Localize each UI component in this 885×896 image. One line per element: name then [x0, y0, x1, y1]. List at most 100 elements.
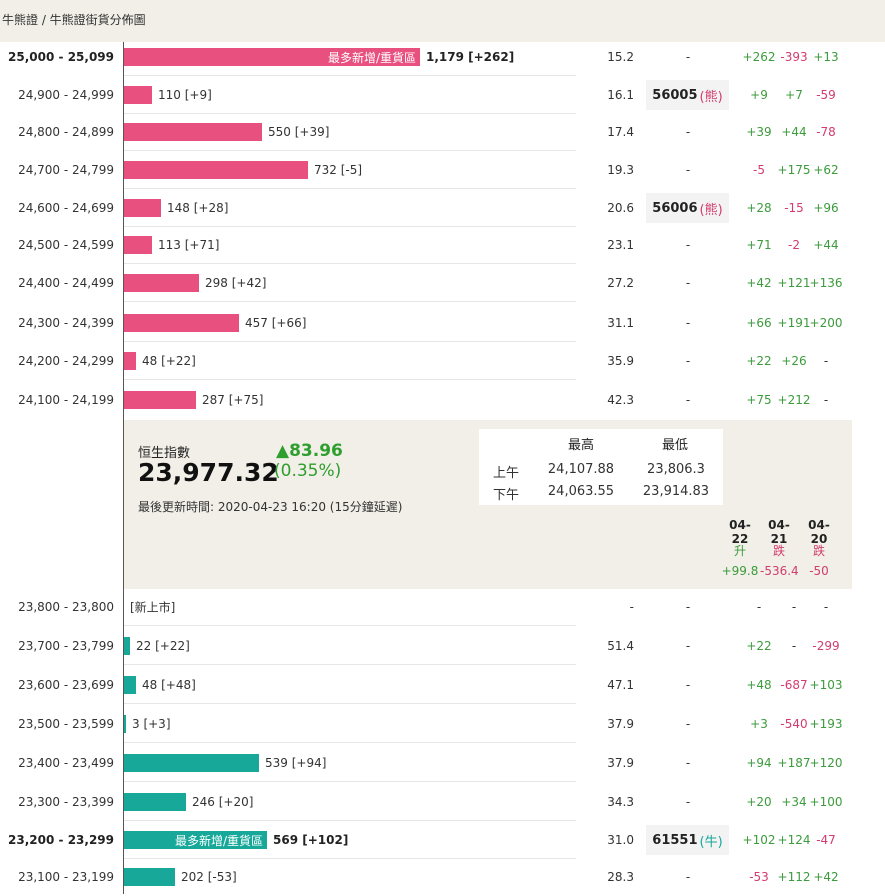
- daily-change-1: +3: [750, 717, 768, 731]
- bear-volume-bar[interactable]: [124, 274, 199, 292]
- no-code-dash: -: [685, 316, 691, 330]
- bull-volume-bar[interactable]: 最多新增/重貨區: [124, 831, 267, 849]
- daily-change-3: -299: [812, 639, 840, 653]
- row-divider: [124, 113, 576, 114]
- strike-range: 23,700 - 23,799: [18, 639, 114, 653]
- daily-change-3: +120: [809, 756, 843, 770]
- bear-volume-bar[interactable]: [124, 86, 152, 104]
- day-dir-0421: 跌: [772, 544, 785, 558]
- distance-pct: 27.2: [607, 276, 634, 290]
- daily-change-1: +75: [746, 393, 772, 407]
- daily-change-3: +103: [809, 678, 843, 692]
- am-label: 上午: [493, 466, 520, 481]
- high-header: 最高: [568, 438, 595, 453]
- daily-change-3: +136: [809, 276, 843, 290]
- heavy-zone-label: 最多新增/重貨區: [174, 834, 263, 848]
- daily-change-2: +44: [781, 125, 807, 139]
- volume-count: 539 [+94]: [265, 756, 327, 770]
- bear-volume-bar[interactable]: [124, 236, 152, 254]
- daily-change-2: +7: [785, 88, 803, 102]
- volume-count: 1,179 [+262]: [426, 50, 515, 64]
- strike-range: 23,300 - 23,399: [18, 795, 114, 809]
- distance-pct: 34.3: [607, 795, 634, 809]
- daily-change-2: +191: [777, 316, 811, 330]
- daily-change-2: +26: [781, 354, 807, 368]
- warrant-code-link[interactable]: 56006 (熊): [646, 193, 729, 223]
- warrant-code: 61551: [652, 832, 698, 848]
- row-divider: [124, 703, 576, 704]
- table-row: 24,900 - 24,999 110 [+9] 16.1 56005 (熊) +9 +7-…: [0, 76, 885, 114]
- pm-low: 23,914.83: [642, 484, 710, 499]
- no-code-dash: -: [685, 600, 691, 614]
- warrant-type-tag: (牛): [699, 834, 723, 850]
- table-row: 23,200 - 23,299 最多新增/重貨區 569 [+102] 31.0 615…: [0, 821, 885, 859]
- bull-volume-bar[interactable]: [124, 754, 259, 772]
- distance-pct: 23.1: [607, 238, 634, 252]
- index-panel: 恒生指數 23,977.32 ▲83.96 (0.35%) 最後更新時間: 20…: [124, 420, 852, 589]
- bear-volume-bar[interactable]: [124, 199, 161, 217]
- daily-change-2: +212: [777, 393, 811, 407]
- heavy-zone-label: 最多新增/重貨區: [327, 51, 416, 65]
- am-high: 24,107.88: [547, 462, 615, 477]
- daily-change-3: -78: [816, 125, 836, 139]
- index-value: 23,977.32: [138, 458, 279, 487]
- day-header-0422: 04-22: [729, 518, 751, 546]
- volume-count: 48 [+22]: [142, 354, 196, 368]
- strike-range: 24,600 - 24,699: [18, 201, 114, 215]
- strike-range: 24,800 - 24,899: [18, 125, 114, 139]
- row-divider: [124, 188, 576, 189]
- bull-volume-bar[interactable]: [124, 868, 175, 886]
- table-row: 23,800 - 23,800 [新上市] - - - - -: [0, 588, 885, 626]
- warrant-code: 56006: [652, 200, 698, 216]
- bull-volume-bar[interactable]: [124, 637, 130, 655]
- daily-change-1: +22: [746, 354, 772, 368]
- volume-count: 48 [+48]: [142, 678, 196, 692]
- distance-pct: 15.2: [607, 50, 634, 64]
- bear-volume-bar[interactable]: [124, 161, 308, 179]
- daily-change-3: -: [823, 600, 829, 614]
- daily-change-2: -393: [780, 50, 808, 64]
- volume-count: 246 [+20]: [192, 795, 254, 809]
- day-dir-0420: 跌: [812, 544, 825, 558]
- daily-change-3: -47: [816, 833, 836, 847]
- warrant-code-link[interactable]: 61551 (牛): [646, 825, 729, 855]
- bear-volume-bar[interactable]: [124, 314, 239, 332]
- bull-volume-bar[interactable]: [124, 676, 136, 694]
- daily-change-3: +44: [813, 238, 839, 252]
- row-divider: [124, 341, 576, 342]
- distance-pct: 37.9: [607, 756, 634, 770]
- volume-count: 22 [+22]: [136, 639, 190, 653]
- daily-change-3: +193: [809, 717, 843, 731]
- row-divider: [124, 75, 576, 76]
- warrant-code: 56005: [652, 87, 698, 103]
- row-divider: [124, 664, 576, 665]
- strike-range: 23,800 - 23,800: [18, 600, 114, 614]
- bear-volume-bar[interactable]: [124, 352, 136, 370]
- warrant-code-link[interactable]: 56005 (熊): [646, 80, 729, 110]
- strike-range: 24,900 - 24,999: [18, 88, 114, 102]
- daily-change-1: -5: [753, 163, 765, 177]
- breadcrumb[interactable]: 牛熊證 / 牛熊證街貨分佈圖: [2, 13, 146, 27]
- daily-change-2: +187: [777, 756, 811, 770]
- strike-range: 24,200 - 24,299: [18, 354, 114, 368]
- bear-volume-bar[interactable]: [124, 391, 196, 409]
- no-code-dash: -: [685, 639, 691, 653]
- bull-volume-bar[interactable]: [124, 715, 126, 733]
- bear-volume-bar[interactable]: 最多新增/重貨區: [124, 48, 420, 66]
- daily-change-2: -2: [788, 238, 800, 252]
- row-divider: [124, 820, 576, 821]
- daily-change-3: +96: [813, 201, 839, 215]
- bear-volume-bar[interactable]: [124, 123, 262, 141]
- daily-change-2: -687: [780, 678, 808, 692]
- strike-range: 24,100 - 24,199: [18, 393, 114, 407]
- daily-change-1: +102: [742, 833, 776, 847]
- daily-change-3: -59: [816, 88, 836, 102]
- volume-count: [新上市]: [130, 600, 176, 615]
- distance-pct: 42.3: [607, 393, 634, 407]
- bull-volume-bar[interactable]: [124, 793, 186, 811]
- daily-change-2: +34: [781, 795, 807, 809]
- daily-change-3: +62: [813, 163, 839, 177]
- row-divider: [124, 742, 576, 743]
- pm-label: 下午: [493, 488, 520, 503]
- strike-range: 24,700 - 24,799: [18, 163, 114, 177]
